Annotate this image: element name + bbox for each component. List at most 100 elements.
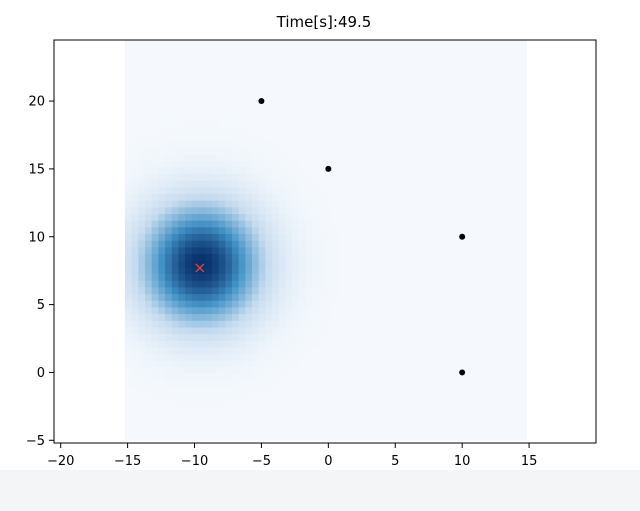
- heatmap-cell: [426, 286, 434, 295]
- heatmap-cell: [513, 293, 521, 301]
- heatmap-cell: [231, 306, 240, 315]
- heatmap-cell: [426, 266, 434, 275]
- heatmap-cell: [145, 373, 153, 381]
- heatmap-cell: [258, 140, 267, 148]
- heatmap-cell: [265, 126, 273, 134]
- heatmap-cell: [479, 180, 487, 188]
- heatmap-cell: [158, 213, 166, 221]
- heatmap-cell: [158, 146, 166, 155]
- heatmap-cell: [452, 273, 461, 281]
- heatmap-cell: [245, 266, 253, 275]
- heatmap-cell: [245, 433, 253, 441]
- heatmap-cell: [158, 340, 166, 348]
- heatmap-cell: [305, 106, 313, 114]
- heatmap-cell: [151, 406, 159, 415]
- heatmap-cell: [412, 180, 420, 188]
- heatmap-cell: [332, 340, 340, 348]
- heatmap-cell: [339, 366, 347, 375]
- heatmap-cell: [272, 280, 280, 288]
- heatmap-cell: [238, 233, 246, 241]
- heatmap-cell: [479, 426, 487, 435]
- heatmap-cell: [165, 353, 173, 361]
- heatmap-cell: [472, 400, 481, 408]
- heatmap-cell: [178, 200, 186, 208]
- heatmap-cell: [432, 353, 441, 361]
- heatmap-cell: [205, 233, 213, 241]
- heatmap-cell: [278, 200, 287, 208]
- heatmap-cell: [439, 146, 447, 155]
- heatmap-cell: [379, 273, 387, 281]
- heatmap-cell: [265, 413, 273, 421]
- heatmap-cell: [151, 393, 159, 401]
- heatmap-cell: [452, 113, 461, 121]
- heatmap-cell: [466, 173, 474, 181]
- heatmap-cell: [385, 140, 394, 148]
- heatmap-cell: [185, 386, 193, 395]
- heatmap-cell: [211, 386, 220, 395]
- heatmap-cell: [245, 166, 253, 175]
- heatmap-cell: [198, 280, 206, 288]
- heatmap-cell: [339, 140, 347, 148]
- heatmap-cell: [513, 426, 521, 435]
- heatmap-cell: [339, 320, 347, 328]
- heatmap-cell: [272, 246, 280, 255]
- heatmap-cell: [285, 360, 293, 368]
- heatmap-cell: [419, 406, 427, 415]
- heatmap-cell: [138, 246, 146, 255]
- heatmap-cell: [325, 113, 333, 121]
- heatmap-cell: [345, 413, 354, 421]
- heatmap-cell: [412, 160, 420, 168]
- heatmap-cell: [145, 93, 153, 101]
- heatmap-cell: [486, 240, 494, 248]
- heatmap-cell: [513, 233, 521, 241]
- heatmap-cell: [185, 246, 193, 255]
- heatmap-cell: [245, 126, 253, 134]
- heatmap-cell: [432, 220, 441, 228]
- heatmap-cell: [225, 413, 233, 421]
- heatmap-cell: [379, 253, 387, 261]
- heatmap-cell: [513, 360, 521, 368]
- heatmap-cell: [472, 166, 481, 175]
- heatmap-cell: [419, 306, 427, 315]
- heatmap-cell: [499, 373, 507, 381]
- heatmap-cell: [426, 160, 434, 168]
- heatmap-cell: [325, 173, 333, 181]
- heatmap-cell: [151, 86, 159, 94]
- heatmap-cell: [258, 380, 267, 388]
- heatmap-cell: [305, 420, 313, 428]
- heatmap-cell: [492, 40, 501, 48]
- heatmap-cell: [472, 360, 481, 368]
- heatmap-cell: [379, 53, 387, 61]
- heatmap-cell: [385, 313, 394, 321]
- heatmap-cell: [466, 353, 474, 361]
- heatmap-cell: [439, 66, 447, 74]
- heatmap-cell: [452, 233, 461, 241]
- heatmap-cell: [499, 286, 507, 295]
- heatmap-cell: [432, 40, 441, 48]
- heatmap-cell: [452, 180, 461, 188]
- heatmap-cell: [452, 300, 461, 308]
- heatmap-cell: [252, 246, 260, 255]
- heatmap-cell: [419, 400, 427, 408]
- heatmap-cell: [211, 213, 220, 221]
- heatmap-cell: [385, 386, 394, 395]
- heatmap-cell: [426, 326, 434, 335]
- heatmap-cell: [218, 66, 226, 74]
- heatmap-cell: [405, 413, 414, 421]
- heatmap-cell: [312, 406, 320, 415]
- heatmap-cell: [272, 373, 280, 381]
- heatmap-cell: [479, 393, 487, 401]
- heatmap-cell: [379, 400, 387, 408]
- heatmap-cell: [492, 266, 501, 275]
- heatmap-cell: [245, 320, 253, 328]
- heatmap-cell: [165, 146, 173, 155]
- heatmap-cell: [292, 360, 300, 368]
- heatmap-cell: [513, 240, 521, 248]
- heatmap-cell: [124, 366, 133, 375]
- heatmap-cell: [345, 106, 354, 114]
- heatmap-cell: [272, 320, 280, 328]
- heatmap-cell: [178, 273, 186, 281]
- heatmap-cell: [298, 313, 307, 321]
- heatmap-cell: [238, 86, 246, 94]
- heatmap-cell: [392, 213, 400, 221]
